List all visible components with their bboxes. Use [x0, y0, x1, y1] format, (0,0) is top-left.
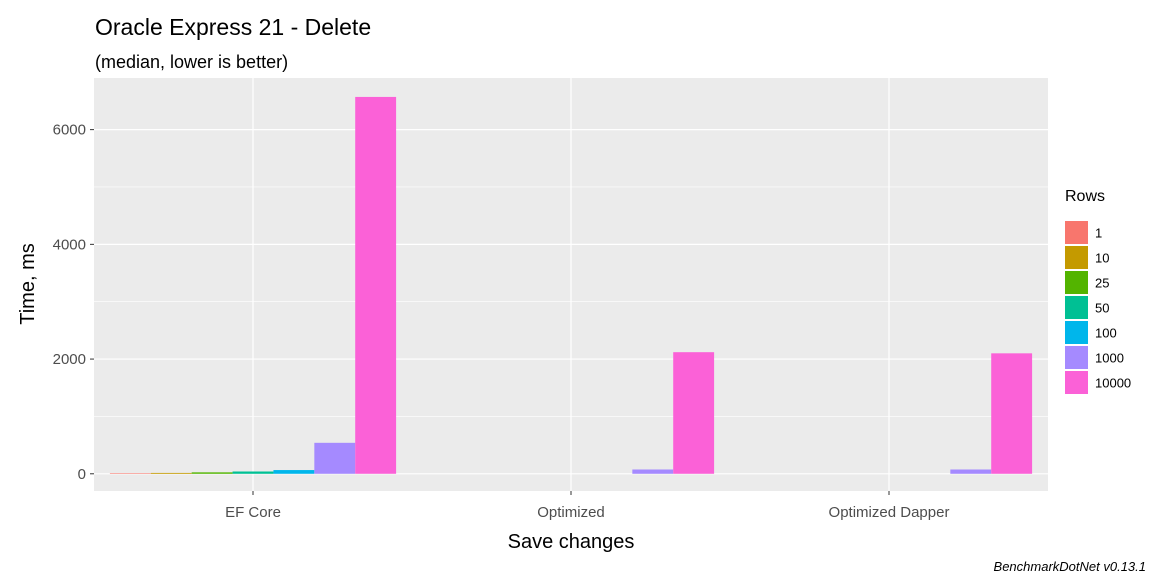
x-tick-label: EF Core — [225, 504, 281, 521]
bar-1-0 — [109, 473, 151, 474]
x-tick-label: Optimized — [537, 504, 605, 521]
x-tick-label: Optimized Dapper — [829, 504, 950, 521]
x-axis-ticks: EF Core Optimized Optimized Dapper — [225, 491, 949, 521]
bar-1000-1 — [632, 469, 674, 474]
bar-1000-0 — [314, 442, 356, 474]
legend-key-10000 — [1065, 371, 1088, 394]
y-tick-label: 4000 — [53, 236, 86, 253]
grid-lines — [94, 78, 1048, 491]
bar-1000-2 — [950, 469, 992, 474]
legend-key-1 — [1065, 221, 1088, 244]
legend-label-10: 10 — [1095, 251, 1109, 266]
legend-label-50: 50 — [1095, 301, 1109, 316]
bar-10000-0 — [355, 96, 397, 474]
bar-10000-2 — [991, 353, 1033, 474]
legend-label-1: 1 — [1095, 226, 1102, 241]
y-tick-label: 2000 — [53, 351, 86, 368]
legend-label-1000: 1000 — [1095, 351, 1124, 366]
legend-key-1000 — [1065, 346, 1088, 369]
y-axis-title: Time, ms — [17, 243, 39, 324]
x-axis-title: Save changes — [508, 531, 635, 553]
chart-subtitle: (median, lower is better) — [95, 52, 288, 72]
bar-100-0 — [273, 470, 315, 474]
legend: 1 10 25 50 100 1000 10000 — [1065, 221, 1131, 394]
y-tick-label: 0 — [78, 466, 86, 483]
bars — [109, 96, 1033, 474]
legend-key-50 — [1065, 296, 1088, 319]
bar-25-0 — [191, 472, 233, 474]
bar-10-0 — [150, 472, 192, 474]
bar-10000-1 — [673, 352, 715, 474]
y-tick-label: 6000 — [53, 122, 86, 139]
caption: BenchmarkDotNet v0.13.1 — [994, 559, 1146, 574]
y-axis-ticks: 0 2000 4000 6000 — [53, 122, 94, 483]
legend-key-25 — [1065, 271, 1088, 294]
legend-title: Rows — [1065, 188, 1105, 205]
legend-label-25: 25 — [1095, 276, 1109, 291]
legend-label-10000: 10000 — [1095, 376, 1131, 391]
bar-50-0 — [232, 471, 274, 474]
chart-title: Oracle Express 21 - Delete — [95, 14, 371, 40]
legend-key-10 — [1065, 246, 1088, 269]
legend-label-100: 100 — [1095, 326, 1117, 341]
legend-key-100 — [1065, 321, 1088, 344]
